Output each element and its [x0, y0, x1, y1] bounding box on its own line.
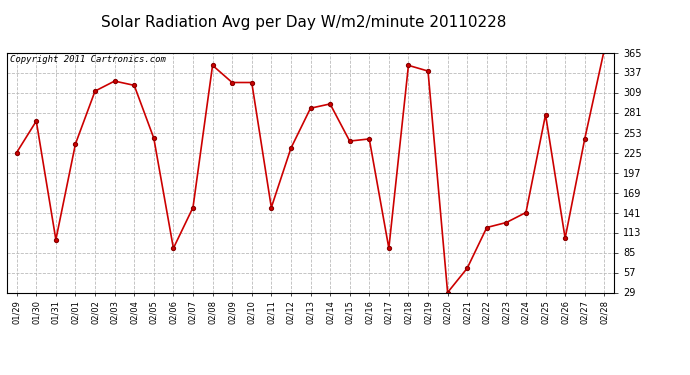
- Text: Copyright 2011 Cartronics.com: Copyright 2011 Cartronics.com: [10, 55, 166, 64]
- Text: Solar Radiation Avg per Day W/m2/minute 20110228: Solar Radiation Avg per Day W/m2/minute …: [101, 15, 506, 30]
